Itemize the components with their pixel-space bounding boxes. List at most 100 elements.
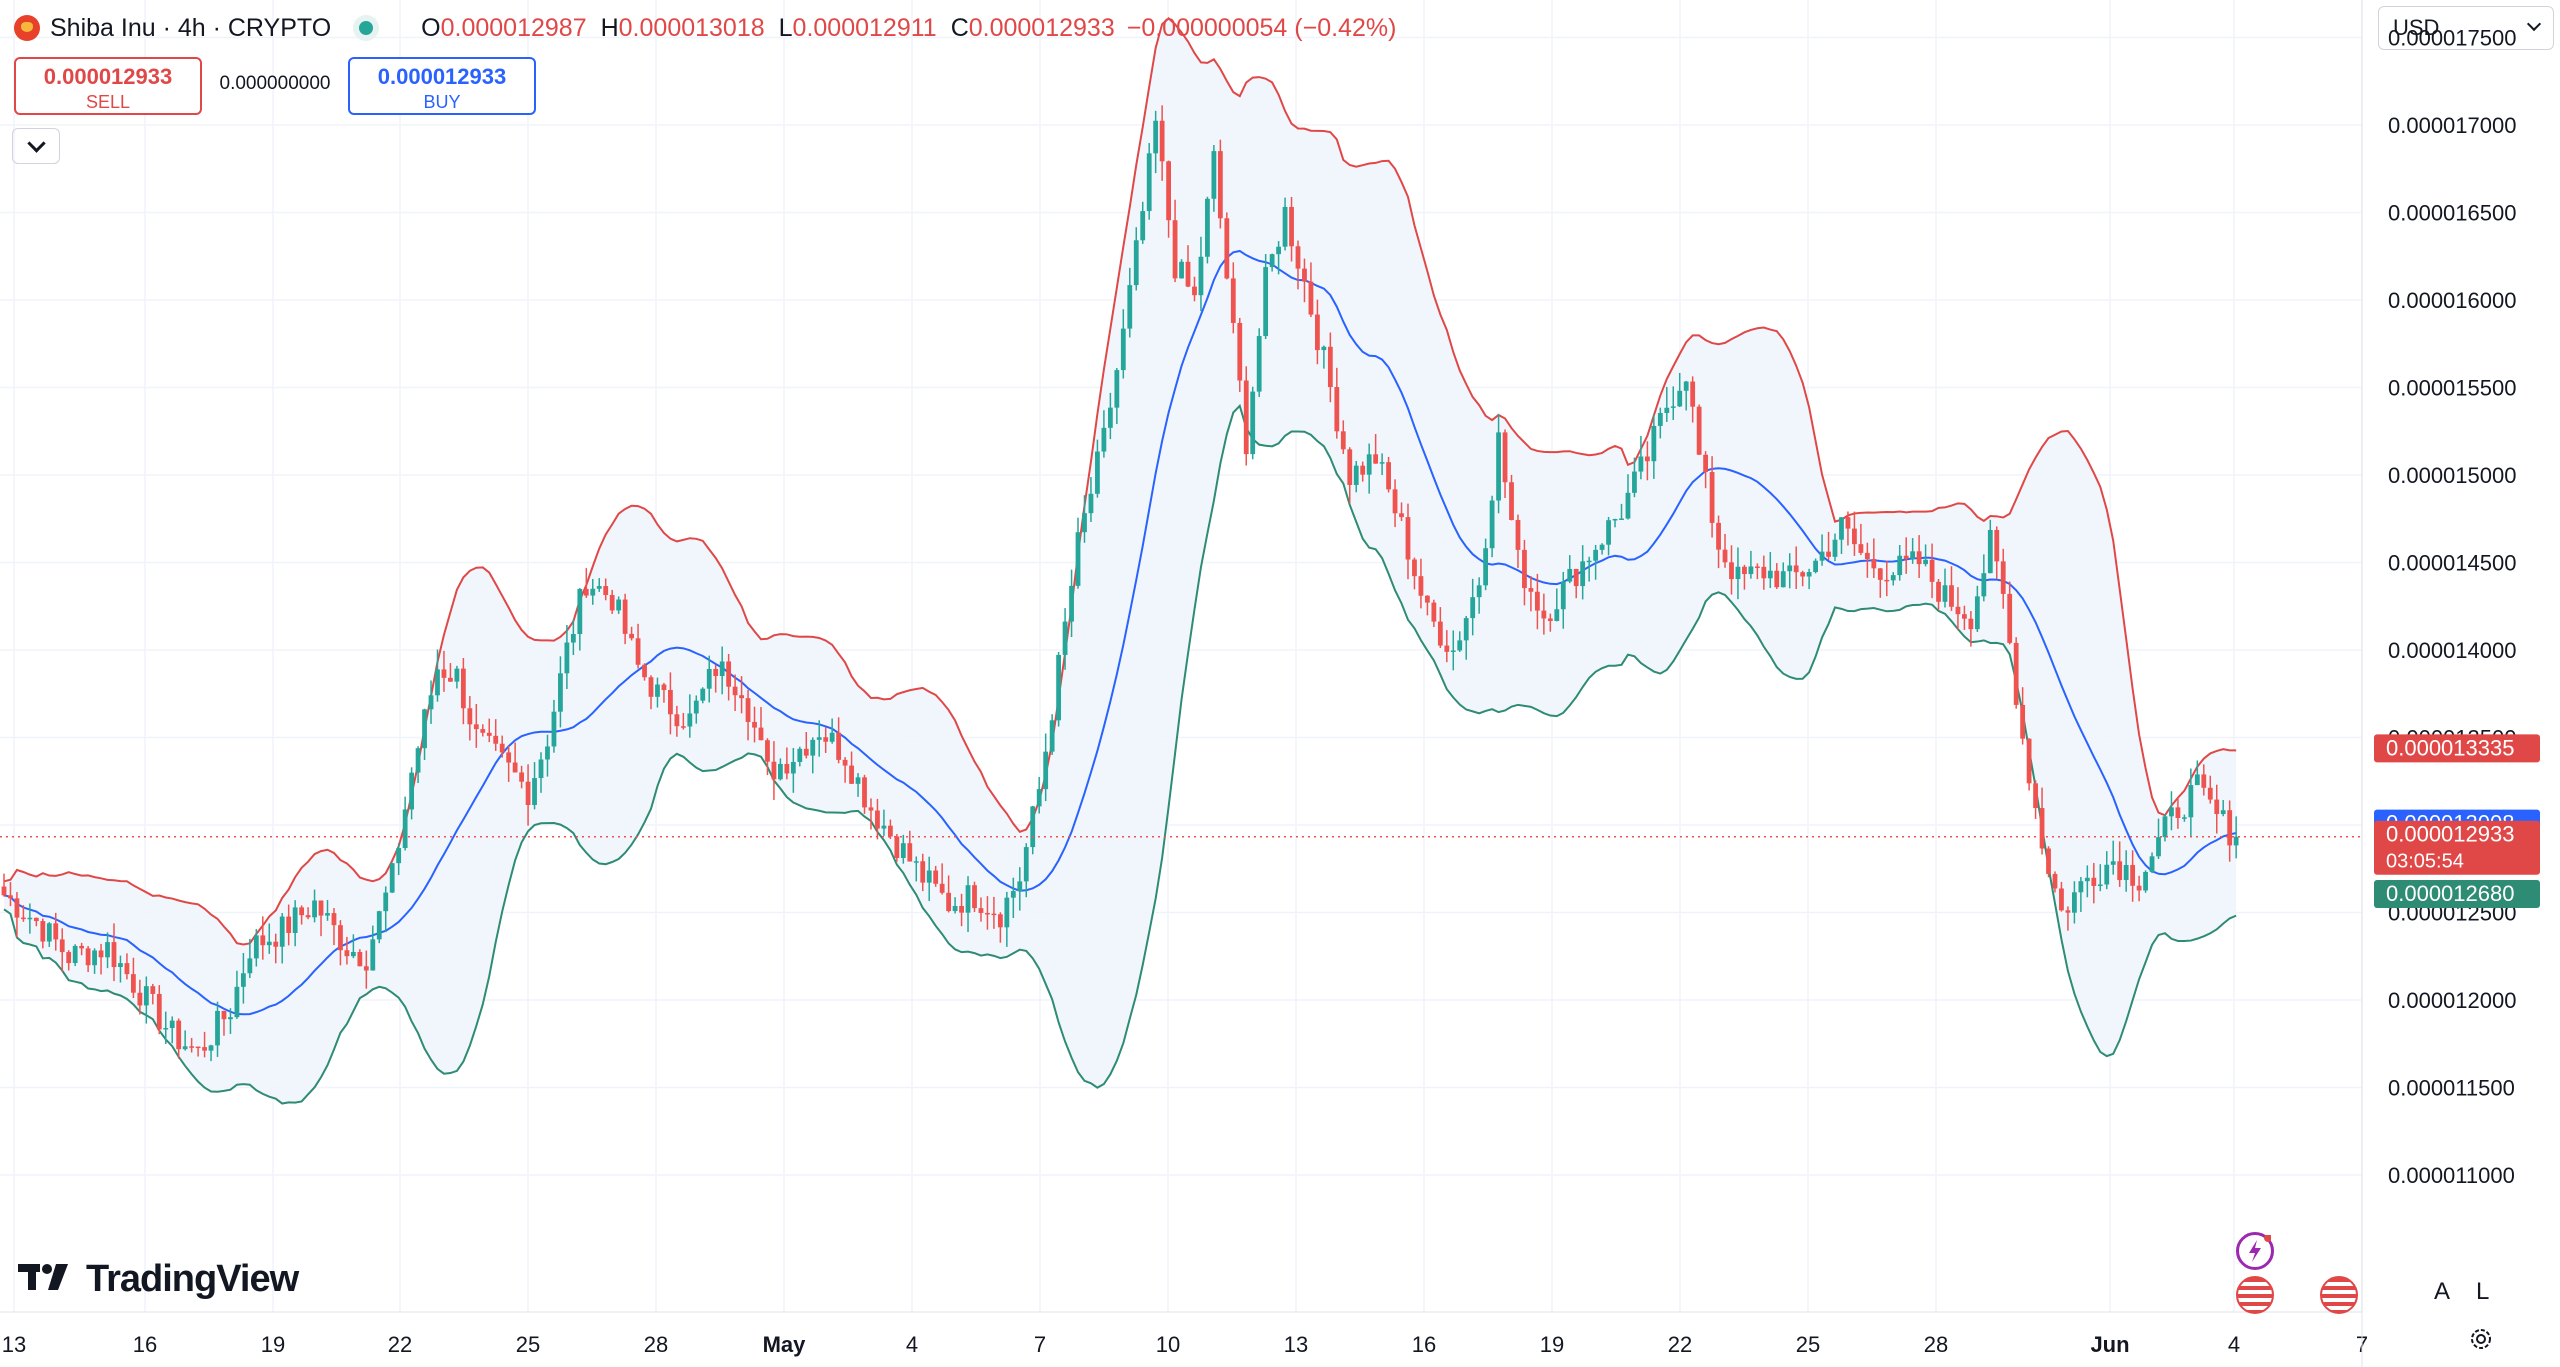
- candle: [266, 923, 272, 954]
- candle: [1903, 537, 1909, 574]
- buy-button[interactable]: 0.000012933 BUY: [348, 57, 536, 115]
- x-tick-label: 16: [1412, 1332, 1436, 1357]
- candle-body: [2000, 561, 2006, 594]
- candle-body: [1, 886, 7, 896]
- high-label: H: [600, 13, 619, 42]
- lightning-alert-icon[interactable]: [2236, 1232, 2274, 1270]
- candle: [972, 881, 977, 913]
- settings-gear-icon[interactable]: [2468, 1326, 2494, 1359]
- candle: [2072, 881, 2077, 924]
- candle: [1282, 197, 1288, 251]
- candle: [1897, 544, 1903, 581]
- candle: [868, 798, 874, 830]
- candle: [1496, 413, 1501, 514]
- candle-body: [169, 1020, 175, 1029]
- candle: [66, 950, 72, 971]
- candle: [1767, 552, 1773, 589]
- candle: [1120, 309, 1126, 379]
- candle-body: [1515, 519, 1521, 550]
- candle: [1793, 546, 1799, 590]
- candle: [583, 568, 589, 598]
- candle: [985, 896, 990, 930]
- auto-scale-button[interactable]: A: [2434, 1278, 2451, 1305]
- candle: [991, 896, 997, 929]
- us-flag-event-icon[interactable]: [2236, 1276, 2274, 1314]
- x-tick-label: 22: [1668, 1332, 1692, 1357]
- currency-select[interactable]: USD: [2378, 6, 2554, 50]
- candle: [2052, 871, 2058, 893]
- candle: [499, 735, 505, 758]
- candle: [1373, 434, 1379, 464]
- candle-body: [467, 708, 473, 725]
- candle: [2026, 738, 2032, 791]
- candle: [428, 680, 434, 724]
- candle: [195, 1046, 201, 1057]
- candle: [855, 773, 861, 797]
- candle: [1004, 891, 1010, 947]
- candle-body: [1774, 570, 1780, 588]
- candle: [150, 983, 156, 1005]
- candle: [1619, 503, 1624, 521]
- candle: [467, 696, 473, 741]
- candle: [920, 853, 926, 892]
- candle-body: [1826, 551, 1831, 557]
- candle-body: [1198, 256, 1204, 296]
- candle-body: [234, 986, 240, 1018]
- close-value: 0.000012933: [968, 13, 1115, 42]
- candle: [913, 856, 919, 882]
- candle: [1936, 578, 1941, 610]
- candle-body: [1399, 513, 1404, 518]
- candle-body: [273, 941, 279, 947]
- candle-body: [2020, 704, 2026, 739]
- candle-body: [1890, 575, 1896, 581]
- candle-body: [344, 950, 350, 957]
- symbol-title[interactable]: Shiba Inu · 4h · CRYPTO: [50, 13, 332, 42]
- y-tick-label: 0.000017000: [2388, 113, 2516, 138]
- candle: [1159, 105, 1165, 181]
- candle-body: [1289, 206, 1294, 247]
- candle-body: [1606, 520, 1611, 545]
- candle-body: [2207, 787, 2213, 800]
- candle-body: [778, 763, 783, 780]
- candle: [784, 747, 790, 780]
- candle: [1418, 558, 1424, 609]
- bollinger-lower-line: [3, 403, 2237, 1105]
- candle-body: [635, 638, 641, 665]
- candle: [1476, 577, 1482, 614]
- candle: [790, 747, 796, 793]
- candle: [1230, 262, 1236, 334]
- candle-body: [435, 669, 440, 696]
- symbol-legend: Shiba Inu · 4h · CRYPTO O 0.000012987 H 0.…: [14, 10, 1396, 46]
- candle-body: [189, 1046, 195, 1048]
- candle: [1890, 572, 1896, 586]
- y-tick-label: 0.000016500: [2388, 201, 2516, 226]
- log-scale-button[interactable]: L: [2476, 1278, 2490, 1305]
- candle-body: [545, 746, 550, 760]
- us-flag-event-icon[interactable]: [2320, 1276, 2358, 1314]
- tradingview-logo[interactable]: TradingView: [18, 1258, 299, 1301]
- candle-body: [829, 732, 835, 742]
- collapse-legend-button[interactable]: [12, 128, 60, 164]
- candle-body: [228, 1017, 233, 1020]
- candle-body: [1923, 559, 1928, 565]
- candle-body: [253, 935, 259, 959]
- candle: [2097, 864, 2103, 892]
- candle: [2065, 906, 2071, 931]
- candle-body: [1250, 391, 1256, 455]
- candle: [680, 712, 686, 730]
- candle-body: [985, 912, 990, 915]
- candle: [1994, 526, 2000, 579]
- candle: [2136, 875, 2142, 902]
- candle: [907, 830, 913, 862]
- candle: [1864, 542, 1870, 578]
- sell-button[interactable]: 0.000012933 SELL: [14, 57, 202, 115]
- candle: [1625, 474, 1631, 520]
- candle: [862, 774, 867, 814]
- candle-body: [946, 892, 952, 912]
- candle-body: [1586, 560, 1592, 563]
- candle: [182, 1030, 188, 1051]
- candle: [1735, 547, 1741, 600]
- candle-body: [2072, 892, 2077, 913]
- candle: [1308, 262, 1314, 318]
